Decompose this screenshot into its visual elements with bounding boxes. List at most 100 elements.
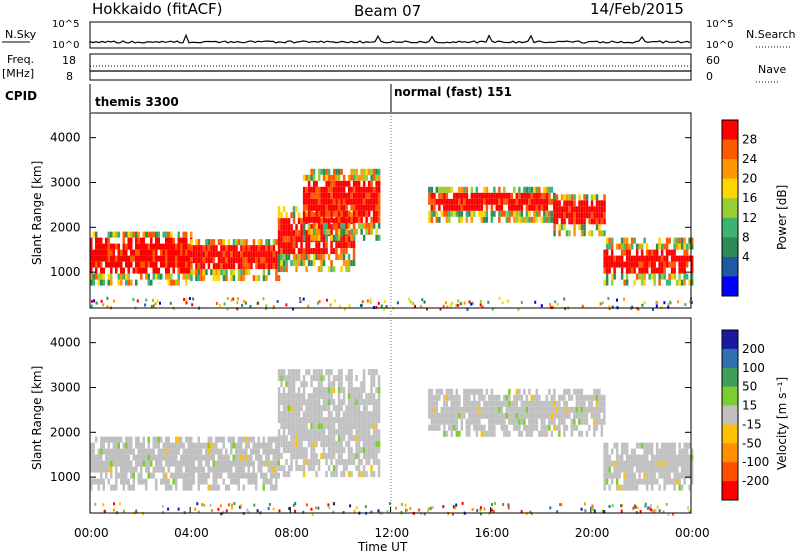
- data-cell: [498, 296, 501, 300]
- data-cell: [365, 393, 368, 400]
- data-cell: [265, 448, 268, 455]
- data-cell: [185, 460, 188, 467]
- data-cell: [352, 204, 356, 211]
- data-cell: [167, 267, 170, 274]
- nsky-label: N.Sky: [5, 28, 37, 41]
- data-cell: [377, 447, 381, 454]
- data-cell: [563, 194, 566, 201]
- nave-label: Nave: [758, 63, 786, 76]
- data-cell: [428, 198, 431, 205]
- data-cell: [613, 267, 616, 274]
- data-cell: [127, 448, 130, 455]
- data-cell: [320, 435, 323, 442]
- data-cell: [620, 454, 624, 461]
- data-cell: [583, 206, 586, 213]
- data-cell: [287, 471, 291, 478]
- data-cell: [630, 454, 634, 461]
- data-cell: [595, 224, 599, 231]
- data-cell: [458, 400, 461, 407]
- data-cell: [122, 466, 125, 473]
- data-cell: [620, 460, 624, 467]
- data-cell: [665, 460, 669, 467]
- data-cell: [620, 273, 624, 280]
- data-cell: [200, 448, 203, 455]
- data-cell: [152, 304, 155, 308]
- data-cell: [565, 388, 569, 395]
- data-cell: [505, 424, 509, 431]
- data-cell: [620, 509, 623, 513]
- data-cell: [518, 186, 521, 193]
- data-cell: [340, 441, 343, 448]
- data-cell: [277, 375, 281, 382]
- data-cell: [573, 418, 576, 425]
- data-cell: [337, 399, 341, 406]
- data-cell: [100, 454, 103, 461]
- data-cell: [217, 472, 220, 479]
- data-cell: [330, 381, 333, 388]
- data-cell: [315, 441, 318, 448]
- data-cell: [475, 418, 479, 425]
- data-cell: [127, 478, 130, 485]
- data-cell: [593, 424, 596, 431]
- data-cell: [369, 298, 372, 302]
- data-cell: [453, 204, 456, 211]
- data-cell: [112, 484, 115, 491]
- data-cell: [270, 472, 273, 479]
- data-cell: [370, 471, 373, 478]
- data-cell: [226, 307, 229, 311]
- data-cell: [610, 478, 614, 485]
- data-cell: [330, 260, 333, 267]
- data-cell: [277, 460, 280, 467]
- data-cell: [242, 275, 246, 282]
- data-cell: [140, 460, 143, 467]
- data-cell: [205, 454, 208, 461]
- data-cell: [367, 228, 371, 235]
- data-cell: [650, 255, 654, 262]
- data-cell: [167, 484, 170, 491]
- colorbar-tick-label: -100: [742, 455, 769, 469]
- data-cell: [112, 231, 115, 238]
- data-cell: [440, 210, 444, 217]
- data-cell: [202, 245, 206, 252]
- data-cell: [603, 230, 606, 237]
- data-cell: [650, 249, 654, 256]
- data-cell: [643, 255, 646, 262]
- data-cell: [470, 400, 474, 407]
- data-cell: [312, 222, 316, 229]
- data-cell: [225, 275, 228, 282]
- data-cell: [503, 400, 506, 407]
- data-cell: [152, 273, 155, 280]
- data-cell: [372, 186, 376, 193]
- data-cell: [210, 448, 213, 455]
- data-cell: [327, 204, 331, 211]
- data-cell: [132, 249, 135, 256]
- data-cell: [315, 180, 318, 187]
- data-cell: [325, 218, 328, 225]
- data-cell: [347, 222, 351, 229]
- data-cell: [365, 453, 368, 460]
- data-cell: [518, 198, 521, 205]
- data-cell: [455, 400, 459, 407]
- data-cell: [350, 375, 353, 382]
- data-cell: [277, 218, 281, 225]
- data-cell: [683, 442, 686, 449]
- data-cell: [112, 460, 115, 467]
- data-cell: [105, 243, 108, 250]
- data-cell: [102, 503, 105, 507]
- data-cell: [475, 192, 479, 199]
- data-cell: [247, 454, 250, 461]
- data-cell: [560, 218, 564, 225]
- data-cell: [598, 412, 601, 419]
- data-cell: [127, 261, 130, 268]
- data-cell: [120, 466, 123, 473]
- data-cell: [100, 436, 103, 443]
- data-cell: [342, 228, 346, 235]
- data-cell: [468, 210, 471, 217]
- data-cell: [445, 192, 449, 199]
- data-cell: [335, 254, 338, 261]
- data-cell: [90, 304, 93, 308]
- data-cell: [685, 249, 689, 256]
- data-cell: [560, 503, 563, 507]
- data-cell: [357, 210, 361, 217]
- data-cell: [312, 254, 316, 261]
